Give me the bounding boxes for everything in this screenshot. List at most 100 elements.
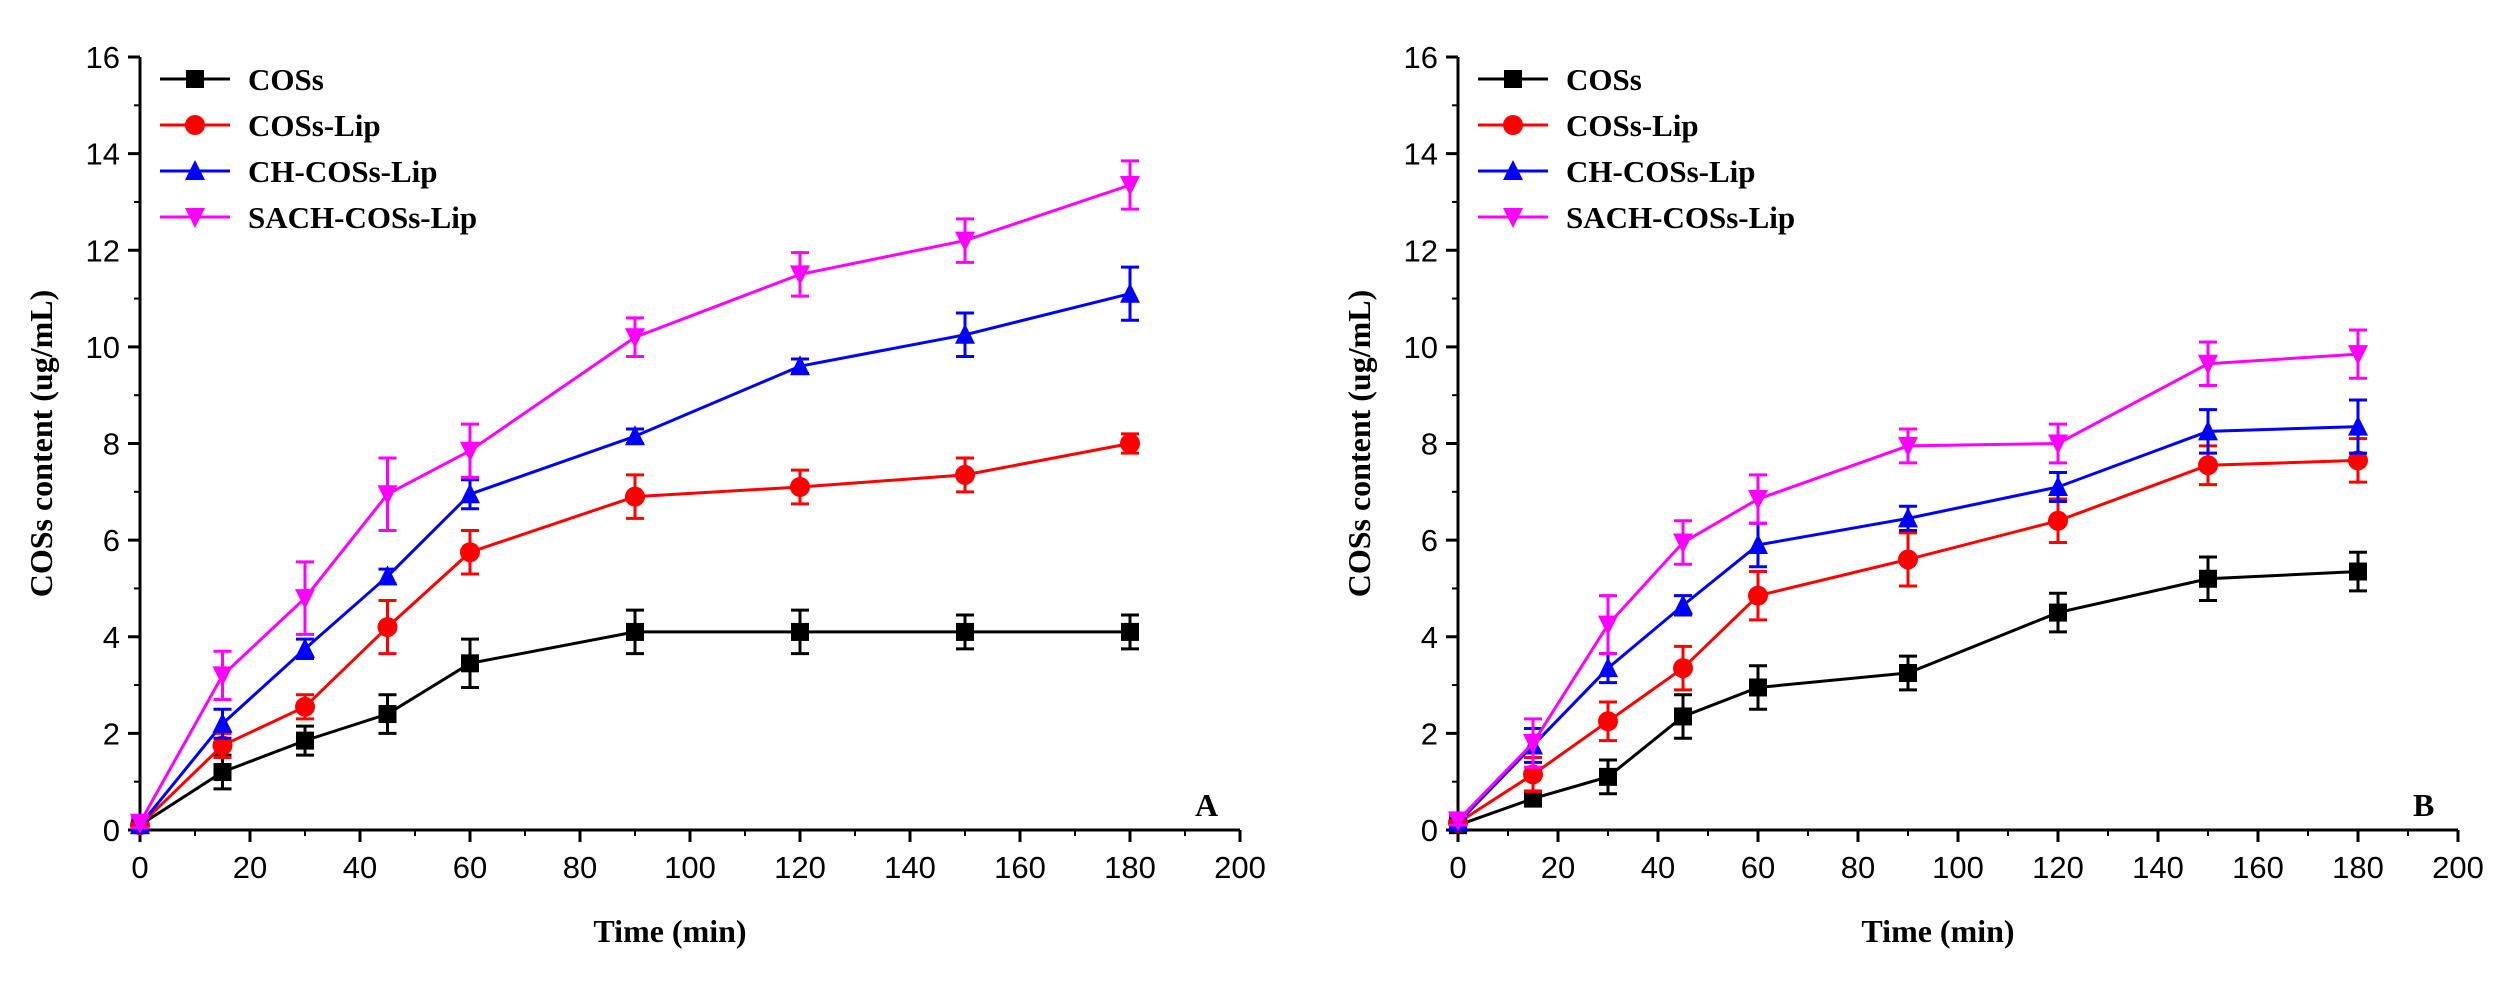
panel-a-series-sach-coss-lip-point	[625, 328, 645, 349]
panel-a-series-sach-coss-lip-point	[212, 666, 233, 687]
panel-b-legend-coss-label: COSs	[1566, 62, 1642, 97]
panel-a-series-coss-lip-point	[955, 464, 975, 485]
panel-b-x-tick-label: 40	[1641, 850, 1675, 885]
panel-a-y-axis-title: COSs content (ug/mL)	[23, 290, 59, 598]
panel-b-series-coss-lip-point	[1748, 585, 1768, 606]
panel-a-series-coss-point	[626, 622, 644, 641]
panel-a-series-sach-coss-lip-point	[460, 441, 480, 462]
panel-a-x-tick-label: 20	[233, 850, 267, 885]
panel-a-series-coss-lip-point	[212, 735, 233, 756]
panel-b-y-axis-title: COSs content (ug/mL)	[1341, 290, 1377, 598]
panel-b-series-coss-point	[1599, 767, 1617, 786]
panel-b-x-tick-label: 20	[1541, 850, 1575, 885]
panel-b-y-tick-label: 16	[1404, 40, 1438, 75]
panel-a-legend-ch-coss-lip-marker	[185, 160, 205, 180]
panel-a-legend-coss-marker	[186, 70, 204, 88]
panel-a-series-coss-point	[213, 763, 232, 782]
panel-b-series-sach-coss-lip-point	[1523, 734, 1543, 755]
panel-b-series-coss-line	[1457, 570, 2359, 827]
panel-b-y-tick-label: 2	[1421, 716, 1438, 751]
panel-b-series-coss-lip-point	[2198, 455, 2218, 476]
chart-panel-a: 0 20 40 60 80 100 120 140 160 180 200 0 2 4 6 8 10 12 14 16…	[23, 40, 1266, 949]
panel-b-x-tick-label: 0	[1449, 850, 1466, 885]
panel-a-series-coss-point	[461, 654, 479, 673]
panel-a-y-tick-label: 16	[86, 40, 120, 75]
panel-a-legend-coss-label: COSs	[248, 62, 324, 97]
panel-b-legend-sach-coss-lip-label: SACH-COSs-Lip	[1566, 200, 1795, 235]
panel-a-legend-ch-coss-lip-label: CH-COSs-Lip	[248, 154, 437, 189]
panel-b-series-sach-coss-lip-point	[2348, 345, 2368, 366]
panel-a-y-tick-label: 14	[86, 137, 120, 172]
panel-a-y-tick-label: 6	[103, 523, 120, 558]
panel-b-y-tick-label: 4	[1421, 620, 1438, 655]
panel-a-series-sach-coss-lip-point	[955, 231, 975, 252]
panel-a-series-sach-coss-lip-point	[130, 813, 150, 834]
panel-a-series-coss-lip-point	[377, 617, 398, 638]
panel-b-y-tick-label: 12	[1404, 233, 1438, 268]
panel-b-series-coss-point	[2349, 562, 2367, 581]
panel-a-x-tick-label: 60	[453, 850, 487, 885]
panel-a-y-tick-label: 0	[103, 813, 120, 848]
panel-b-series-sach-coss-lip-point	[2198, 354, 2218, 375]
panel-a-series-ch-coss-lip-point	[790, 355, 810, 376]
panel-a-series-coss-lip-point	[1120, 433, 1140, 454]
panel-b-x-tick-label: 100	[1932, 850, 1984, 885]
panel-b-series-ch-coss-lip-point	[2048, 475, 2068, 496]
panel-b-y-tick-label: 0	[1421, 813, 1438, 848]
panel-b-series-coss-lip-point	[1898, 549, 1918, 570]
panel-a-series-ch-coss-lip-point	[295, 637, 315, 658]
panel-b-series-ch-coss-lip-point	[1673, 594, 1693, 615]
panel-a-series-coss-point	[1121, 622, 1139, 641]
panel-b-series-coss-lip-point	[1523, 764, 1543, 785]
panel-a-series-coss-lip-point	[790, 476, 810, 497]
panel-b-x-tick-label: 60	[1741, 850, 1775, 885]
panel-a-y-tick-label: 10	[86, 330, 120, 365]
panel-b-legend-coss-marker	[1504, 70, 1522, 88]
panel-b-x-tick-label: 180	[2332, 850, 2384, 885]
panel-b-series-sach-coss-lip-point	[1898, 436, 1918, 457]
panel-b-series-coss-point	[1524, 789, 1542, 808]
panel-a-series-coss-lip-point	[460, 542, 480, 563]
panel-b-series-sach-coss-lip-point	[1448, 811, 1468, 832]
panel-b-series-ch-coss-lip-point	[2198, 420, 2218, 441]
panel-a-series-coss-point	[378, 705, 397, 724]
panel-b-y-tick-label: 10	[1404, 330, 1438, 365]
panel-b-y-tick-label: 14	[1404, 137, 1438, 172]
panel-a-legend-sach-coss-lip-label: SACH-COSs-Lip	[248, 200, 477, 235]
panel-a-series-sach-coss-lip-point	[1120, 176, 1140, 197]
panel-b-x-tick-label: 140	[2132, 850, 2184, 885]
panel-b-legend-coss-lip-marker	[1503, 115, 1523, 135]
panel-a-y-tick-label: 4	[103, 620, 120, 655]
panel-a-series-coss-point	[956, 622, 974, 641]
panel-b-series-ch-coss-lip-point	[2348, 415, 2368, 436]
panel-a-legend-coss-lip-label: COSs-Lip	[248, 108, 381, 143]
panel-a-y-tick-label: 8	[103, 427, 120, 462]
panel-a-legend-coss-lip-marker	[185, 115, 205, 135]
panel-a-x-tick-label: 120	[774, 850, 826, 885]
panel-b-series-ch-coss-lip-point	[1898, 507, 1918, 528]
panel-a-y-tick-label: 2	[103, 716, 120, 751]
panel-b-series-coss-lip-point	[1673, 658, 1693, 679]
panel-b-series-coss-point	[1674, 707, 1692, 726]
panel-a-y-tick-label: 12	[86, 233, 120, 268]
panel-a-series-ch-coss-lip-point	[1120, 282, 1140, 303]
panel-a-x-tick-label: 100	[664, 850, 716, 885]
panel-a-series-coss-lip-point	[625, 486, 645, 507]
panel-b-series-ch-coss-lip-line	[1456, 425, 2359, 824]
panel-b-series-coss-point	[1749, 678, 1767, 697]
panel-b-series-coss-point	[1899, 663, 1917, 682]
panel-b-legend-ch-coss-lip-marker	[1503, 160, 1523, 180]
panel-b-series-ch-coss-lip-point	[1748, 533, 1768, 554]
panel-b-x-tick-label: 80	[1841, 850, 1875, 885]
panel-b-series-sach-coss-lip-point	[1748, 490, 1768, 511]
panel-a-series-ch-coss-lip-point	[377, 565, 398, 586]
panel-b-series-coss-lip-point	[2048, 510, 2068, 531]
panel-a-series-ch-coss-lip-point	[460, 483, 480, 504]
panel-a-x-tick-label: 200	[1214, 850, 1266, 885]
panel-a-x-tick-label: 40	[343, 850, 377, 885]
panel-b-legend-coss-lip-label: COSs-Lip	[1566, 108, 1699, 143]
panel-b-panel-letter: B	[2413, 787, 2434, 823]
panel-a-series-coss-point	[296, 731, 314, 750]
panel-b-series-coss-lip-point	[1598, 711, 1618, 732]
